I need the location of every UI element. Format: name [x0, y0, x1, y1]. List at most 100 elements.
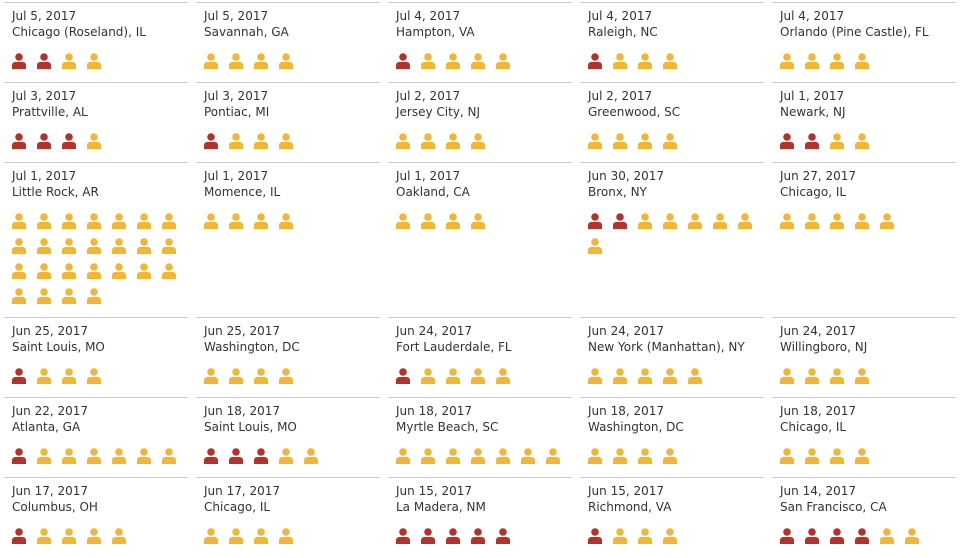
incident-place: La Madera, NM — [396, 500, 486, 514]
injured-icon — [137, 448, 151, 464]
incident-place: New York (Manhattan), NY — [588, 340, 745, 354]
injured-icon — [471, 448, 485, 464]
injured-icon — [12, 263, 26, 279]
incident-place: Bronx, NY — [588, 185, 647, 199]
injured-icon — [37, 288, 51, 304]
incident-card: Jun 18, 2017 Myrtle Beach, SC — [388, 397, 572, 477]
incident-place: Raleigh, NC — [588, 25, 658, 39]
injured-icon — [112, 213, 126, 229]
incident-date: Jun 17, 2017 — [204, 484, 281, 498]
injured-icon — [37, 528, 51, 544]
injured-icon — [137, 263, 151, 279]
incident-place: Chicago, IL — [780, 420, 847, 434]
injured-icon — [62, 263, 76, 279]
injured-icon — [229, 528, 243, 544]
injured-icon — [496, 53, 510, 69]
injured-icon — [496, 448, 510, 464]
incident-card: Jul 1, 2017 Newark, NJ — [772, 82, 956, 162]
killed-icon — [396, 53, 410, 69]
injured-icon — [204, 528, 218, 544]
injured-icon — [471, 53, 485, 69]
injured-icon — [663, 53, 677, 69]
victim-icons — [780, 44, 955, 69]
injured-icon — [421, 448, 435, 464]
incident-place: Willingboro, NJ — [780, 340, 868, 354]
injured-icon — [37, 238, 51, 254]
injured-icon — [780, 448, 794, 464]
incident-date: Jun 15, 2017 — [588, 484, 665, 498]
incident-card: Jun 17, 2017 Columbus, OH — [4, 477, 188, 557]
injured-icon — [713, 213, 727, 229]
incident-place: Fort Lauderdale, FL — [396, 340, 512, 354]
injured-icon — [229, 213, 243, 229]
injured-icon — [688, 213, 702, 229]
incident-card: Jul 2, 2017 Jersey City, NJ — [388, 82, 572, 162]
injured-icon — [855, 213, 869, 229]
injured-icon — [663, 368, 677, 384]
injured-icon — [638, 213, 652, 229]
injured-icon — [780, 213, 794, 229]
victim-icons — [12, 204, 187, 304]
incident-place: Orlando (Pine Castle), FL — [780, 25, 929, 39]
incident-card: Jun 25, 2017 Saint Louis, MO — [4, 317, 188, 397]
incident-date: Jun 25, 2017 — [12, 324, 89, 338]
killed-icon — [780, 133, 794, 149]
injured-icon — [663, 448, 677, 464]
incident-card: Jul 1, 2017 Oakland, CA — [388, 162, 572, 317]
victim-icons — [588, 359, 763, 384]
incident-card: Jun 25, 2017 Washington, DC — [196, 317, 380, 397]
injured-icon — [229, 368, 243, 384]
injured-icon — [663, 213, 677, 229]
injured-icon — [855, 53, 869, 69]
injured-icon — [496, 368, 510, 384]
victim-icons — [204, 359, 379, 384]
incident-place: Hampton, VA — [396, 25, 475, 39]
killed-icon — [12, 448, 26, 464]
injured-icon — [204, 213, 218, 229]
incident-date: Jul 1, 2017 — [204, 169, 269, 183]
killed-icon — [780, 528, 794, 544]
victim-icons — [588, 519, 763, 544]
incident-date: Jul 5, 2017 — [204, 9, 269, 23]
incident-place: Washington, DC — [204, 340, 300, 354]
killed-icon — [588, 53, 602, 69]
incident-place: Myrtle Beach, SC — [396, 420, 499, 434]
injured-icon — [62, 368, 76, 384]
injured-icon — [471, 368, 485, 384]
victim-icons — [204, 204, 379, 229]
victim-icons — [396, 124, 571, 149]
injured-icon — [37, 263, 51, 279]
incident-date: Jul 5, 2017 — [12, 9, 77, 23]
injured-icon — [780, 368, 794, 384]
victim-icons — [396, 439, 571, 464]
victim-icons — [396, 44, 571, 69]
killed-icon — [12, 528, 26, 544]
injured-icon — [638, 448, 652, 464]
incident-place: Chicago, IL — [780, 185, 847, 199]
victim-icons — [396, 359, 571, 384]
injured-icon — [588, 448, 602, 464]
killed-icon — [805, 528, 819, 544]
injured-icon — [37, 368, 51, 384]
injured-icon — [830, 213, 844, 229]
injured-icon — [254, 133, 268, 149]
killed-icon — [396, 368, 410, 384]
injured-icon — [471, 213, 485, 229]
injured-icon — [279, 528, 293, 544]
injured-icon — [62, 528, 76, 544]
injured-icon — [613, 53, 627, 69]
killed-icon — [805, 133, 819, 149]
injured-icon — [880, 528, 894, 544]
injured-icon — [37, 448, 51, 464]
injured-icon — [12, 238, 26, 254]
injured-icon — [471, 133, 485, 149]
killed-icon — [588, 528, 602, 544]
victim-icons — [588, 44, 763, 69]
victim-icons — [12, 44, 187, 69]
incident-place: Greenwood, SC — [588, 105, 681, 119]
injured-icon — [62, 288, 76, 304]
injured-icon — [663, 133, 677, 149]
victim-icons — [396, 204, 571, 229]
incident-date: Jun 17, 2017 — [12, 484, 89, 498]
killed-icon — [471, 528, 485, 544]
